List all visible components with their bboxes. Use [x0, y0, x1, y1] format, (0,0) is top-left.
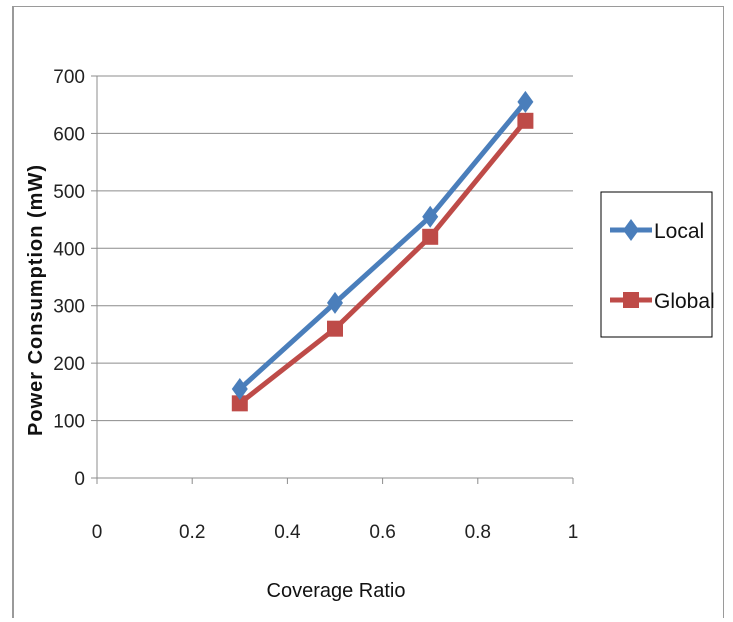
y-tick-label: 400: [53, 239, 85, 260]
data-point: [517, 90, 534, 113]
y-tick-label: 300: [53, 297, 85, 318]
y-tick-labels: 0 100 200 300 400 500 600 700: [53, 67, 85, 490]
data-point: [327, 291, 343, 314]
x-tick-label: 0.4: [274, 522, 301, 543]
legend-box: [600, 191, 713, 338]
data-point: [231, 377, 248, 400]
legend-swatch-marker: [623, 292, 639, 308]
x-tick-label: 0.6: [369, 522, 395, 543]
legend-label: Global: [654, 290, 715, 313]
legend-item-global: Global: [610, 290, 715, 313]
data-point: [422, 228, 439, 245]
y-tick-label: 600: [53, 124, 85, 145]
y-tick-label: 700: [53, 67, 85, 88]
x-axis-label: Coverage Ratio: [267, 580, 406, 602]
series-global: [231, 112, 534, 412]
series-line: [238, 100, 528, 391]
series-line: [238, 119, 528, 406]
gridlines: [97, 75, 573, 422]
series-layer: [231, 90, 534, 412]
legend-label: Local: [654, 220, 704, 243]
x-tick-label: 1: [568, 522, 579, 543]
data-point: [327, 320, 343, 337]
data-point: [231, 395, 248, 412]
legend-swatch-marker: [623, 219, 639, 241]
legend-item-local: Local: [610, 219, 704, 243]
x-tick-label: 0: [92, 522, 103, 543]
y-axis-label: Power Consumption (mW): [25, 164, 47, 436]
legend: Local Global: [600, 191, 715, 338]
axes: [91, 75, 574, 484]
series-local: [231, 90, 534, 400]
data-point: [422, 205, 439, 228]
x-tick-label: 0.8: [465, 522, 491, 543]
y-tick-label: 500: [53, 182, 85, 203]
y-tick-label: 100: [53, 412, 85, 433]
data-point: [517, 112, 534, 129]
x-tick-labels: 0 0.2 0.4 0.6 0.8 1: [92, 522, 579, 543]
y-tick-label: 0: [74, 469, 85, 490]
y-tick-label: 200: [53, 354, 85, 375]
x-tick-label: 0.2: [179, 522, 205, 543]
